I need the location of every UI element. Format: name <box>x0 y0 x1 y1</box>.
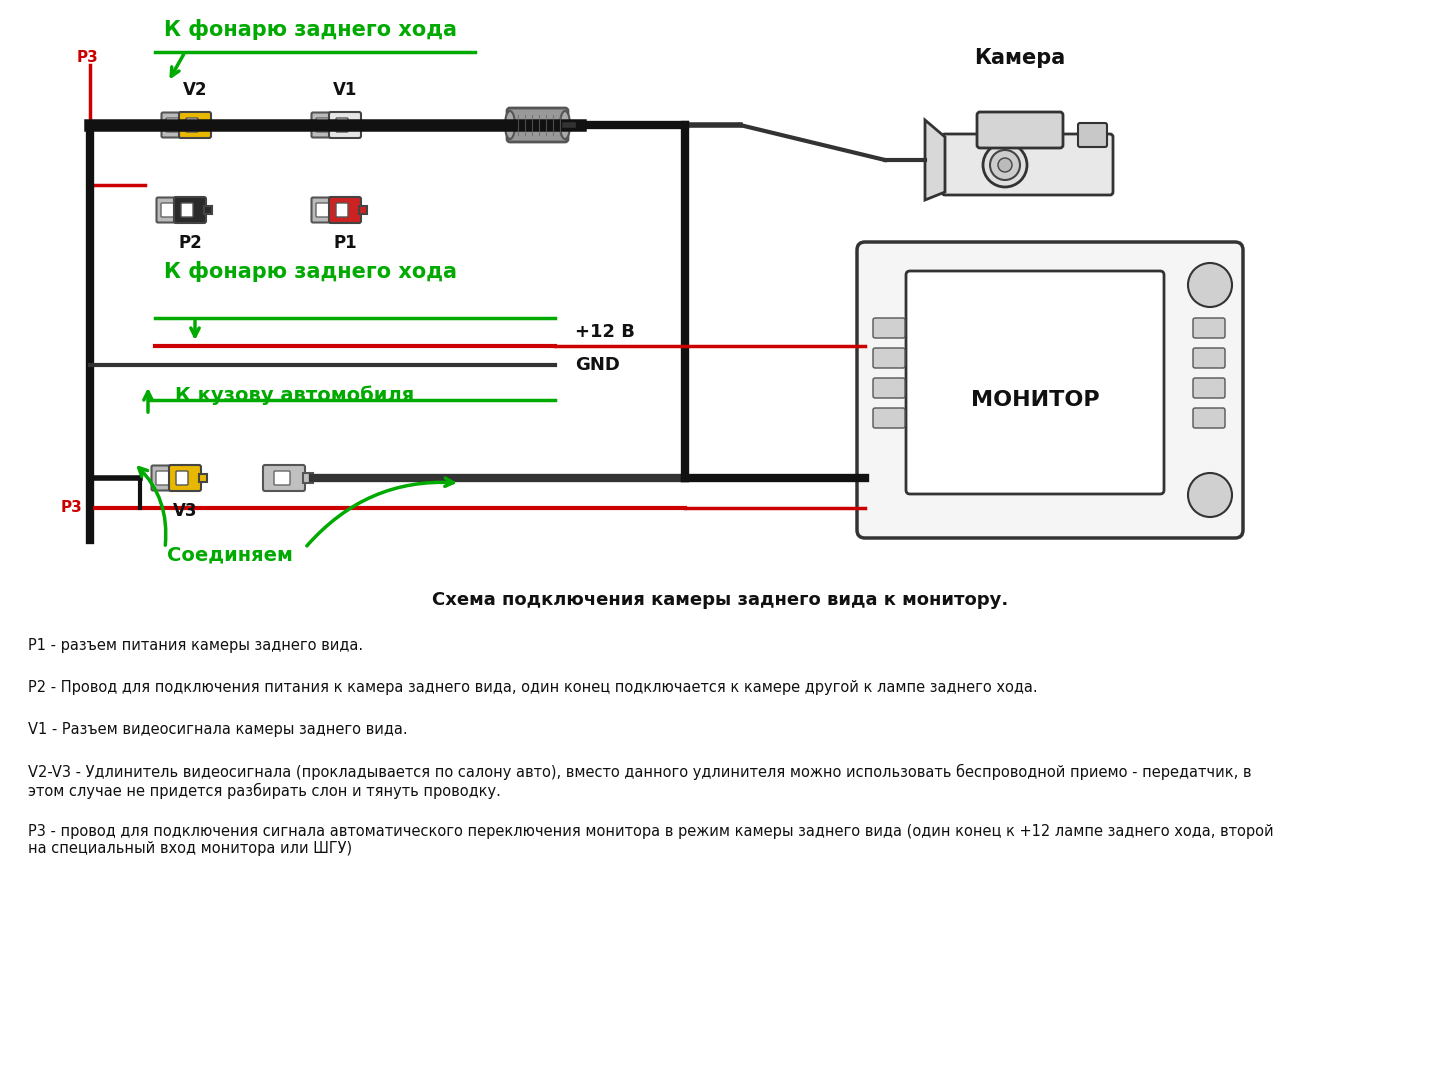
Circle shape <box>984 143 1027 187</box>
Text: P1: P1 <box>333 234 357 252</box>
FancyBboxPatch shape <box>1079 123 1107 147</box>
Text: V2-V3 - Удлинитель видеосигнала (прокладывается по салону авто), вместо данного : V2-V3 - Удлинитель видеосигнала (проклад… <box>27 764 1251 799</box>
Circle shape <box>1188 473 1233 517</box>
Text: GND: GND <box>575 356 619 374</box>
Text: Р1 - разъем питания камеры заднего вида.: Р1 - разъем питания камеры заднего вида. <box>27 638 363 653</box>
FancyBboxPatch shape <box>873 348 904 368</box>
Bar <box>302 473 312 483</box>
FancyBboxPatch shape <box>264 465 305 491</box>
Text: МОНИТОР: МОНИТОР <box>971 390 1099 410</box>
FancyBboxPatch shape <box>328 197 361 223</box>
FancyBboxPatch shape <box>161 113 184 137</box>
FancyBboxPatch shape <box>1192 348 1225 368</box>
FancyBboxPatch shape <box>176 471 189 485</box>
Text: V1 - Разъем видеосигнала камеры заднего вида.: V1 - Разъем видеосигнала камеры заднего … <box>27 723 408 738</box>
Polygon shape <box>924 120 945 200</box>
Text: Камера: Камера <box>975 48 1066 68</box>
Bar <box>209 121 217 129</box>
FancyBboxPatch shape <box>311 113 334 137</box>
FancyBboxPatch shape <box>181 203 193 217</box>
Text: К фонарю заднего хода: К фонарю заднего хода <box>164 19 456 41</box>
Text: К кузову автомобиля: К кузову автомобиля <box>176 385 415 405</box>
Text: V1: V1 <box>333 81 357 99</box>
Bar <box>359 206 367 214</box>
FancyBboxPatch shape <box>166 118 179 132</box>
Text: Схема подключения камеры заднего вида к монитору.: Схема подключения камеры заднего вида к … <box>432 591 1008 609</box>
Text: V2: V2 <box>183 81 207 99</box>
Text: +12 В: +12 В <box>575 323 635 341</box>
FancyBboxPatch shape <box>311 197 334 223</box>
FancyBboxPatch shape <box>161 203 174 217</box>
FancyBboxPatch shape <box>157 197 180 223</box>
FancyBboxPatch shape <box>1192 408 1225 428</box>
FancyBboxPatch shape <box>857 242 1243 538</box>
FancyBboxPatch shape <box>336 203 348 217</box>
FancyBboxPatch shape <box>507 108 567 142</box>
FancyBboxPatch shape <box>1192 318 1225 338</box>
FancyBboxPatch shape <box>186 118 199 132</box>
Text: Р3 - провод для подключения сигнала автоматического переключения монитора в режи: Р3 - провод для подключения сигнала авто… <box>27 824 1273 857</box>
Circle shape <box>991 150 1020 180</box>
FancyBboxPatch shape <box>274 471 289 485</box>
Circle shape <box>1188 263 1233 307</box>
Text: К фонарю заднего хода: К фонарю заднего хода <box>164 262 456 283</box>
FancyBboxPatch shape <box>906 271 1164 494</box>
FancyBboxPatch shape <box>873 408 904 428</box>
Ellipse shape <box>560 111 570 139</box>
FancyBboxPatch shape <box>179 111 212 138</box>
FancyBboxPatch shape <box>151 465 174 491</box>
FancyBboxPatch shape <box>873 378 904 398</box>
FancyBboxPatch shape <box>336 118 348 132</box>
FancyBboxPatch shape <box>315 118 328 132</box>
FancyBboxPatch shape <box>976 111 1063 148</box>
Bar <box>359 121 367 129</box>
FancyBboxPatch shape <box>174 197 206 223</box>
FancyBboxPatch shape <box>315 203 328 217</box>
Text: P3: P3 <box>60 501 84 516</box>
FancyBboxPatch shape <box>168 465 202 491</box>
Circle shape <box>998 158 1012 172</box>
FancyBboxPatch shape <box>873 318 904 338</box>
Text: Р2 - Провод для подключения питания к камера заднего вида, один конец подключает: Р2 - Провод для подключения питания к ка… <box>27 680 1038 695</box>
FancyBboxPatch shape <box>1192 378 1225 398</box>
FancyBboxPatch shape <box>328 111 361 138</box>
FancyBboxPatch shape <box>942 134 1113 195</box>
Text: V3: V3 <box>173 502 197 520</box>
Text: P2: P2 <box>179 234 202 252</box>
Text: P3: P3 <box>78 50 99 65</box>
FancyBboxPatch shape <box>156 471 168 485</box>
Text: Соединяем: Соединяем <box>167 546 292 565</box>
Bar <box>204 206 212 214</box>
Bar <box>199 474 207 482</box>
Ellipse shape <box>505 111 516 139</box>
